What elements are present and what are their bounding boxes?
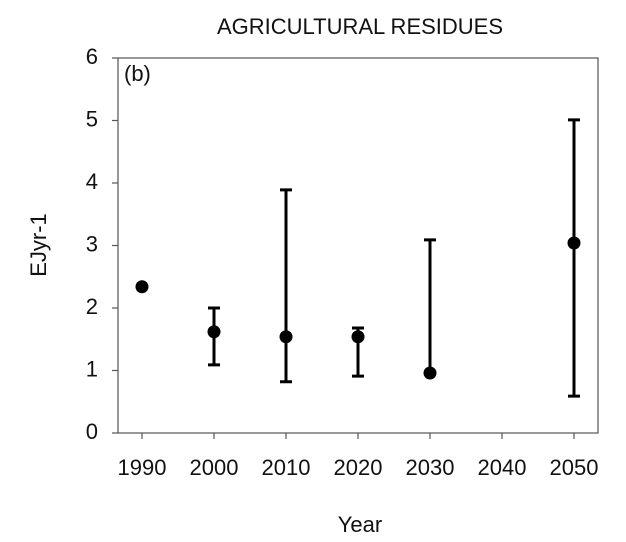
point [351, 330, 365, 344]
x-tick-label: 2030 [406, 455, 455, 480]
chart-title: AGRICULTURAL RESIDUES [217, 14, 503, 39]
point [567, 236, 581, 250]
x-tick-label: 2020 [334, 455, 383, 480]
point [279, 330, 293, 344]
y-axis-label: EJyr-1 [26, 213, 51, 277]
point [135, 280, 149, 294]
y-tick-label: 3 [86, 231, 98, 256]
y-tick-label: 0 [86, 419, 98, 444]
error-bar [280, 188, 292, 384]
x-tick-label: 2050 [550, 455, 599, 480]
y-tick-label: 5 [86, 106, 98, 131]
y-tick-label: 1 [86, 356, 98, 381]
point [423, 366, 437, 380]
x-tick-label: 2000 [190, 455, 239, 480]
panel-label: (b) [124, 61, 151, 86]
point [207, 325, 221, 339]
x-tick-label: 1990 [118, 455, 167, 480]
y-tick-label: 2 [86, 294, 98, 319]
x-tick-label: 2010 [262, 455, 311, 480]
x-tick-label: 2040 [478, 455, 527, 480]
x-axis-label: Year [338, 512, 382, 537]
error-bar [568, 118, 580, 398]
y-tick-label: 6 [86, 44, 98, 69]
y-tick-label: 4 [86, 169, 98, 194]
error-bar [424, 238, 436, 375]
